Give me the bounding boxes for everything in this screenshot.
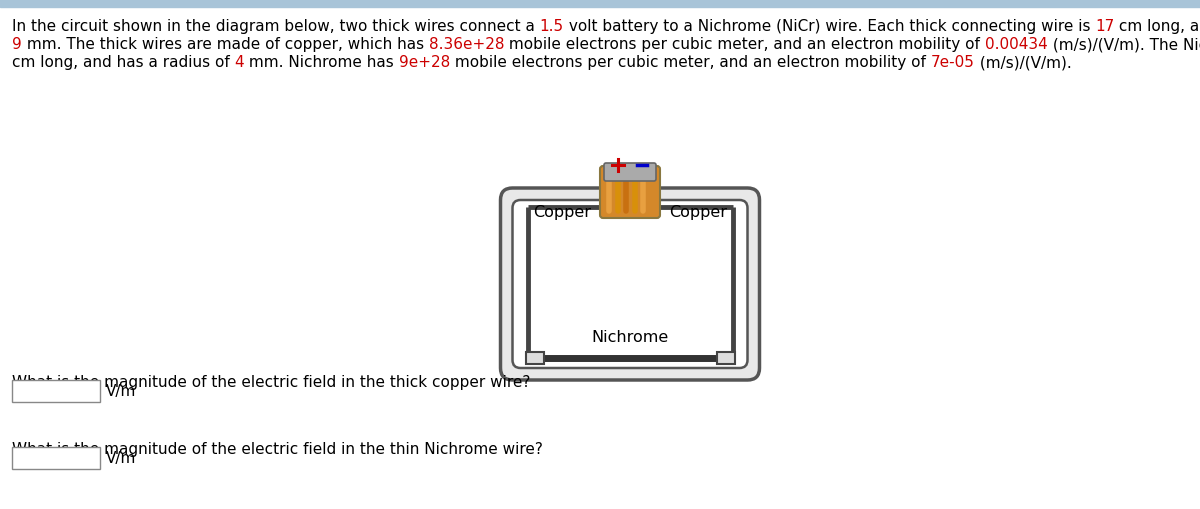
FancyBboxPatch shape [604,164,656,182]
Text: mobile electrons per cubic meter, and an electron mobility of: mobile electrons per cubic meter, and an… [504,37,985,52]
FancyBboxPatch shape [500,189,760,380]
FancyBboxPatch shape [512,201,748,369]
FancyBboxPatch shape [600,166,660,218]
Text: 17: 17 [1096,19,1115,34]
Text: 8.36e+28: 8.36e+28 [428,37,504,52]
FancyBboxPatch shape [12,380,100,402]
Text: 9: 9 [12,37,22,52]
Text: V/m: V/m [106,384,137,399]
Text: What is the magnitude of the electric field in the thin Nichrome wire?: What is the magnitude of the electric fi… [12,441,542,456]
Text: cm long, and has a radius of: cm long, and has a radius of [1115,19,1200,34]
Text: 1.5: 1.5 [540,19,564,34]
Text: 4: 4 [235,55,245,70]
Text: mobile electrons per cubic meter, and an electron mobility of: mobile electrons per cubic meter, and an… [450,55,931,70]
FancyBboxPatch shape [526,352,544,364]
Text: (m/s)/(V/m).: (m/s)/(V/m). [974,55,1072,70]
FancyBboxPatch shape [716,352,734,364]
Bar [0,0,1200,8]
Text: volt battery to a Nichrome (NiCr) wire. Each thick connecting wire is: volt battery to a Nichrome (NiCr) wire. … [564,19,1096,34]
Text: (m/s)/(V/m). The Nichrome wire is: (m/s)/(V/m). The Nichrome wire is [1048,37,1200,52]
Text: V/m: V/m [106,450,137,466]
Text: cm long, and has a radius of: cm long, and has a radius of [12,55,235,70]
Text: Copper: Copper [533,205,592,220]
Text: 9e+28: 9e+28 [398,55,450,70]
Text: Nichrome: Nichrome [592,329,668,344]
Text: 7e-05: 7e-05 [931,55,974,70]
Text: In the circuit shown in the diagram below, two thick wires connect a: In the circuit shown in the diagram belo… [12,19,540,34]
Text: What is the magnitude of the electric field in the thick copper wire?: What is the magnitude of the electric fi… [12,374,530,389]
FancyBboxPatch shape [12,447,100,469]
Text: Copper: Copper [670,205,727,220]
Text: mm. The thick wires are made of copper, which has: mm. The thick wires are made of copper, … [22,37,428,52]
Text: mm. Nichrome has: mm. Nichrome has [245,55,398,70]
Text: 0.00434: 0.00434 [985,37,1048,52]
